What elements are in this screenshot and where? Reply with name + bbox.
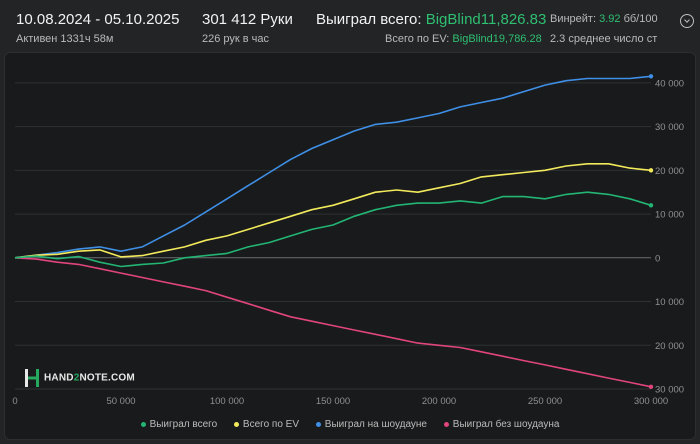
- x-tick-label: 100 000: [210, 396, 244, 407]
- ev-total-label: Всего по EV:: [385, 33, 450, 45]
- hand2note-logo-icon: [25, 369, 39, 387]
- date-range[interactable]: 10.08.2024 - 05.10.2025: [16, 11, 180, 28]
- active-time: Активен 1331ч 58м: [16, 33, 114, 45]
- y-tick-label: 10 000: [655, 210, 684, 221]
- series-line-0: [14, 191, 652, 268]
- chevron-down-circle-icon[interactable]: [680, 14, 694, 28]
- series-line-1: [14, 163, 652, 259]
- legend-item-ev[interactable]: Всего по EV: [233, 419, 300, 430]
- winrate: Винрейт: 3.92 бб/100: [550, 13, 660, 25]
- legend-label: Выиграл без шоудауна: [452, 419, 560, 430]
- won-total-value: BigBlind11,826.83: [425, 11, 547, 28]
- winrate-unit: бб/100: [623, 13, 658, 25]
- ev-total-value: BigBlind19,786.28: [452, 33, 542, 45]
- legend-dot: [233, 421, 239, 427]
- chart-legend: Выиграл всего Всего по EV Выиграл на шоу…: [5, 419, 695, 430]
- y-tick-label: 20 000: [655, 166, 684, 177]
- winrate-label: Винрейт:: [550, 13, 597, 25]
- ev-total: Всего по EV: BigBlind19,786.28: [385, 33, 542, 45]
- x-tick-label: 250 000: [528, 396, 562, 407]
- y-tick-label: 30 000: [655, 385, 684, 396]
- series-end-point-1: [648, 168, 654, 173]
- y-tick-label: 10 000: [655, 297, 684, 308]
- series-end-point-0: [648, 203, 654, 208]
- won-total-label: Выиграл всего:: [316, 11, 422, 28]
- x-tick-label: 200 000: [422, 396, 456, 407]
- x-tick-label: 50 000: [106, 396, 135, 407]
- series-line-3: [14, 257, 652, 388]
- winrate-value: 3.92: [599, 13, 621, 25]
- logo-text-prefix: HAND: [44, 372, 74, 384]
- y-tick-label: 40 000: [655, 78, 684, 89]
- x-tick-label: 0: [12, 396, 17, 407]
- legend-item-showdown[interactable]: Выиграл на шоудауне: [315, 419, 427, 430]
- profit-chart: 40 000 30 000 20 000 10 000 0 10 000 20 000 30 …: [12, 74, 684, 407]
- legend-dot: [443, 421, 449, 427]
- hands-per-hour: 226 рук в час: [202, 33, 270, 45]
- legend-item-won[interactable]: Выиграл всего: [140, 419, 218, 430]
- legend-label: Выиграл всего: [149, 419, 218, 430]
- logo-text-suffix: NOTE.COM: [79, 372, 135, 384]
- series-end-point-2: [648, 74, 654, 79]
- y-tick-label: 30 000: [655, 122, 684, 133]
- legend-label: Выиграл на шоудауне: [324, 419, 427, 430]
- legend-dot: [140, 421, 146, 427]
- legend-label: Всего по EV: [242, 419, 300, 430]
- y-tick-label: 20 000: [655, 341, 684, 352]
- hand2note-logo: HAND2NOTE.COM: [25, 369, 135, 387]
- series-end-point-3: [648, 384, 654, 390]
- y-tick-label: 0: [655, 253, 660, 264]
- chart-panel: 40 000 30 000 20 000 10 000 0 10 000 20 000 30 …: [4, 52, 696, 440]
- x-tick-label: 300 000: [634, 396, 668, 407]
- legend-item-non-showdown[interactable]: Выиграл без шоудауна: [443, 419, 560, 430]
- hands-count: 301 412 Руки: [202, 11, 293, 28]
- won-total: Выиграл всего: BigBlind11,826.83: [316, 11, 546, 28]
- legend-dot: [315, 421, 321, 427]
- series-line-2: [14, 75, 652, 259]
- logo-text-two: 2: [73, 372, 80, 384]
- x-tick-label: 150 000: [316, 396, 350, 407]
- avg-players: 2.3 среднее число ст: [550, 33, 658, 45]
